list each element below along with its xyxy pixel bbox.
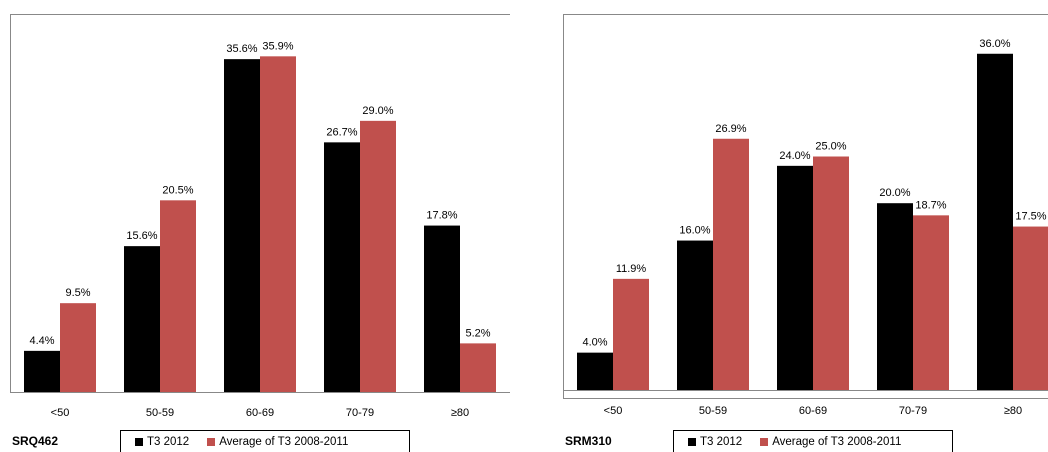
x-tick-label: 70-79 xyxy=(346,407,374,419)
data-label: 17.8% xyxy=(426,210,457,222)
legend-srq462: T3 2012 Average of T3 2008-2011 xyxy=(120,430,410,452)
data-label: 26.7% xyxy=(326,126,357,138)
data-label: 35.9% xyxy=(262,40,293,52)
bar-t3-2012-3 xyxy=(877,203,913,390)
course-label-srm310: SRM310 xyxy=(565,434,612,448)
bar-chart-srq462: 4.4% 9.5% <50 15.6% 20.5% 50-59 35.6% 35.9% 60-6… xyxy=(10,14,510,419)
data-label: 4.0% xyxy=(582,337,607,349)
x-tick-label: 70-79 xyxy=(899,405,927,417)
bar-t3-2012-4 xyxy=(977,53,1013,390)
legend-swatch-red xyxy=(760,437,769,446)
chart-panel-srq462: 4.4% 9.5% <50 15.6% 20.5% 50-59 35.6% 35.9% 60-6… xyxy=(0,0,510,452)
data-label: 11.9% xyxy=(616,263,647,275)
data-label: 20.5% xyxy=(162,184,193,196)
plot-frame xyxy=(563,14,1048,399)
bar-chart-srm310: 4.0% 11.9% <50 16.0% 26.9% 50-59 24.0% 25.0% 60-… xyxy=(563,14,1048,417)
legend-swatch-black xyxy=(688,437,696,446)
data-label: 36.0% xyxy=(979,38,1010,50)
course-label-srq462: SRQ462 xyxy=(12,434,59,448)
data-label: 16.0% xyxy=(679,225,710,237)
legend-item-t3-2012: T3 2012 xyxy=(135,436,189,448)
legend-item-average: Average of T3 2008-2011 xyxy=(207,436,348,448)
data-label: 5.2% xyxy=(465,327,490,339)
bar-t3-2012-2 xyxy=(224,59,260,392)
data-label: 9.5% xyxy=(65,287,90,299)
bar-average-3 xyxy=(913,215,949,390)
x-tick-label: 50-59 xyxy=(146,407,174,419)
x-tick-label: ≥80 xyxy=(1004,405,1022,417)
bar-t3-2012-2 xyxy=(777,165,813,390)
bar-t3-2012-3 xyxy=(324,142,360,392)
bar-average-4 xyxy=(460,343,496,392)
bar-average-2 xyxy=(813,156,849,390)
bar-average-1 xyxy=(713,138,749,390)
data-label: 4.4% xyxy=(29,335,54,347)
x-tick-label: 60-69 xyxy=(246,407,274,419)
data-label: 25.0% xyxy=(815,141,846,153)
legend-label: Average of T3 2008-2011 xyxy=(772,435,902,448)
x-tick-label: <50 xyxy=(604,405,623,417)
data-label: 20.0% xyxy=(879,187,910,199)
x-tick-label: 60-69 xyxy=(799,405,827,417)
bar-average-1 xyxy=(160,200,196,392)
bar-t3-2012-0 xyxy=(24,350,60,392)
legend-srm310: T3 2012 Average of T3 2008-2011 xyxy=(673,430,953,452)
legend-swatch-black xyxy=(135,437,143,446)
data-label: 24.0% xyxy=(779,150,810,162)
x-tick-label: 50-59 xyxy=(699,405,727,417)
bar-average-0 xyxy=(613,278,649,390)
legend-item-average: Average of T3 2008-2011 xyxy=(760,436,901,448)
bar-average-0 xyxy=(60,303,96,392)
x-tick-label: ≥80 xyxy=(451,407,469,419)
legend-label: T3 2012 xyxy=(147,435,190,448)
data-label: 18.7% xyxy=(915,199,946,211)
bar-average-3 xyxy=(360,120,396,392)
bar-average-4 xyxy=(1013,226,1048,390)
x-tick-label: <50 xyxy=(51,407,70,419)
data-label: 17.5% xyxy=(1015,211,1046,223)
bar-t3-2012-0 xyxy=(577,352,613,390)
legend-label: Average of T3 2008-2011 xyxy=(219,435,349,448)
legend-swatch-red xyxy=(207,437,216,446)
bar-t3-2012-1 xyxy=(677,240,713,390)
legend-label: T3 2012 xyxy=(700,435,743,448)
bar-t3-2012-1 xyxy=(124,246,160,392)
chart-panel-srm310: 4.0% 11.9% <50 16.0% 26.9% 50-59 24.0% 25.0% 60-… xyxy=(553,0,1048,452)
data-label: 15.6% xyxy=(126,230,157,242)
legend-item-t3-2012: T3 2012 xyxy=(688,436,742,448)
data-label: 29.0% xyxy=(362,105,393,117)
data-label: 26.9% xyxy=(715,123,746,135)
bar-average-2 xyxy=(260,56,296,393)
bar-t3-2012-4 xyxy=(424,225,460,392)
data-label: 35.6% xyxy=(226,43,257,55)
